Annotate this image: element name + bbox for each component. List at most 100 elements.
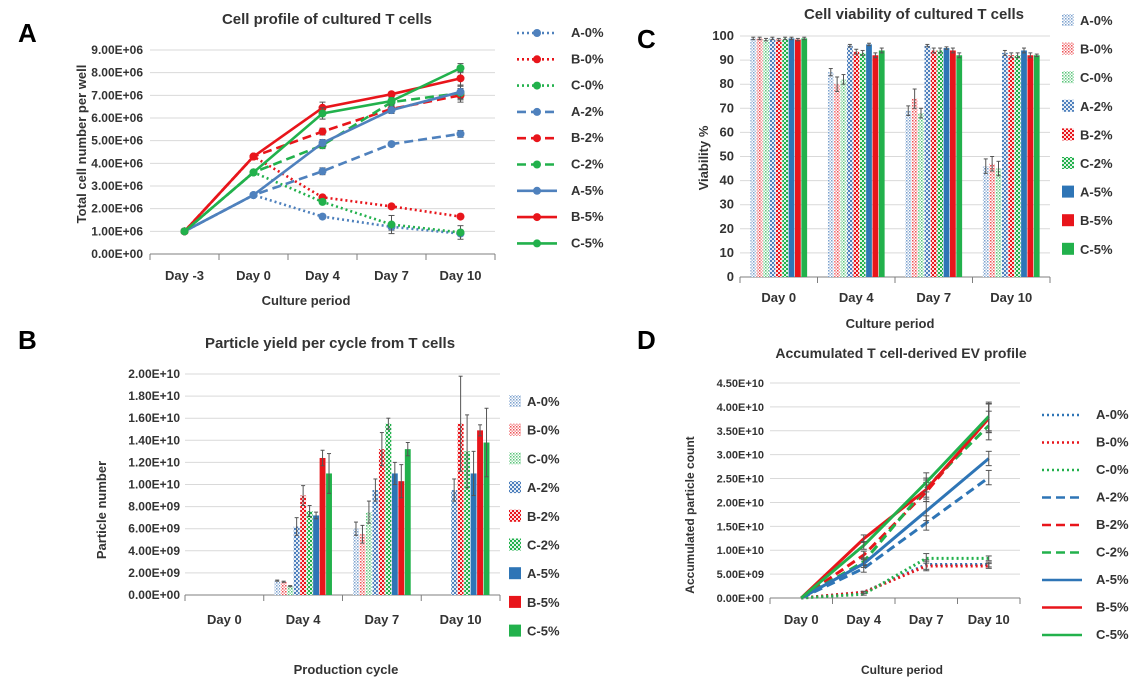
y-tick-label: 4.00E+10 [717,402,764,414]
y-tick-label: 2.00E+10 [128,367,180,381]
y-tick-label: 3.00E+06 [91,179,143,193]
legend-label: C-2% [1080,156,1113,171]
legend-label: A-5% [527,566,560,581]
legend-label: B-2% [527,509,560,524]
plot-area-d: 0.00E+00 5.00E+09 1.00E+10 1.50E+10 2.00E+10… [717,378,1021,627]
legend-label: B-5% [1096,600,1129,615]
legend-label: A-5% [571,183,604,198]
bar [1001,52,1008,278]
y-tick-label: 1.00E+10 [717,545,764,557]
legend-label: A-2% [1080,99,1113,114]
x-tick-label: Day 7 [916,290,951,305]
bar [918,113,924,278]
y-tick-label: 10 [720,245,734,260]
bar [372,490,379,595]
bar [878,50,885,278]
x-tick-label: Day 4 [305,268,340,283]
data-point [387,90,396,99]
legend-marker [533,81,541,90]
bar [353,528,359,595]
y-tick-label: 70 [720,100,734,115]
y-tick-label: 40 [720,173,734,188]
legend-label: A-0% [571,25,604,40]
legend-label: A-0% [527,394,560,409]
legend-swatch [1062,99,1074,112]
data-point [318,197,327,206]
legend-label: B-2% [1096,517,1129,532]
bar [280,581,287,595]
legend-label: B-2% [1080,127,1113,142]
legend-label: A-2% [527,480,560,495]
legend-swatch [509,395,521,407]
data-point [249,152,258,161]
legend-swatch [1062,185,1074,198]
legend-swatch [509,538,521,551]
y-tick-label: 3.50E+10 [717,426,764,438]
legend-label: C-5% [571,235,604,250]
bar [457,423,464,595]
bar [1021,50,1027,278]
y-axis-label-a: Total cell number per well [74,65,89,224]
bar [905,110,912,278]
bar [794,39,801,277]
legend-swatch [1062,214,1074,227]
legend-d: A-0% B-0% C-0% A-2% B-2% C-2% A-5% B-5% C-5% [1042,407,1129,642]
y-tick-label: 100 [712,28,734,43]
bar [1014,55,1021,277]
y-tick-label: 2.00E+06 [91,202,143,216]
bar [477,430,483,595]
legend-swatch [1062,128,1074,141]
legend-label: B-2% [571,130,604,145]
legend-swatch [509,624,521,637]
bar [1033,55,1040,277]
y-tick-label: 8.00E+09 [128,500,180,514]
legend-label: C-0% [571,78,604,93]
bar [788,38,795,277]
chart-title-c: Cell viability of cultured T cells [804,6,1024,23]
data-point [318,167,327,176]
y-tick-label: 20 [720,221,734,236]
legend-marker [533,55,541,64]
bar [398,481,405,595]
bar [859,52,866,278]
bar [995,168,1002,277]
y-tick-label: 5.00E+09 [717,569,764,581]
bar [1008,55,1015,277]
legend-label: B-0% [1080,42,1113,57]
y-axis-label-c: Viability % [696,125,711,190]
bar [326,473,332,595]
legend-marker [533,239,541,248]
legend-label: A-0% [1080,13,1113,28]
x-tick-label: Day 0 [784,612,819,627]
bar [391,473,398,595]
bar [769,38,776,277]
legend-label: B-0% [571,51,604,66]
data-point [318,127,327,136]
x-axis-label-b: Production cycle [294,662,399,677]
y-tick-label: 1.50E+10 [717,521,764,533]
bar [483,442,490,595]
bar [274,580,281,595]
bar [930,50,937,278]
data-point [387,220,396,229]
bar [451,490,458,595]
legend-label: C-0% [527,451,560,466]
bar [872,55,879,277]
legend-label: A-2% [1096,490,1129,505]
legend-b: A-0% B-0% C-0% A-2% B-2% C-2% A-5% B-5% C-5% [509,394,560,639]
x-tick-label: Day 10 [968,612,1010,627]
y-tick-label: 2.00E+09 [128,566,180,580]
data-point [456,64,465,73]
panel-label-d: D [637,325,656,355]
legend-label: C-5% [1080,242,1113,257]
legend-marker [533,186,541,195]
bar [385,423,392,595]
bar [866,44,872,278]
panel-d: D Accumulated T cell-derived EV profile … [637,325,1129,677]
y-tick-label: 9.00E+06 [91,43,143,57]
y-tick-label: 0.00E+00 [717,593,764,605]
y-axis-label-b: Particle number [94,461,109,559]
bar [359,534,366,595]
bar [750,38,757,277]
legend-label: B-0% [1096,435,1129,450]
